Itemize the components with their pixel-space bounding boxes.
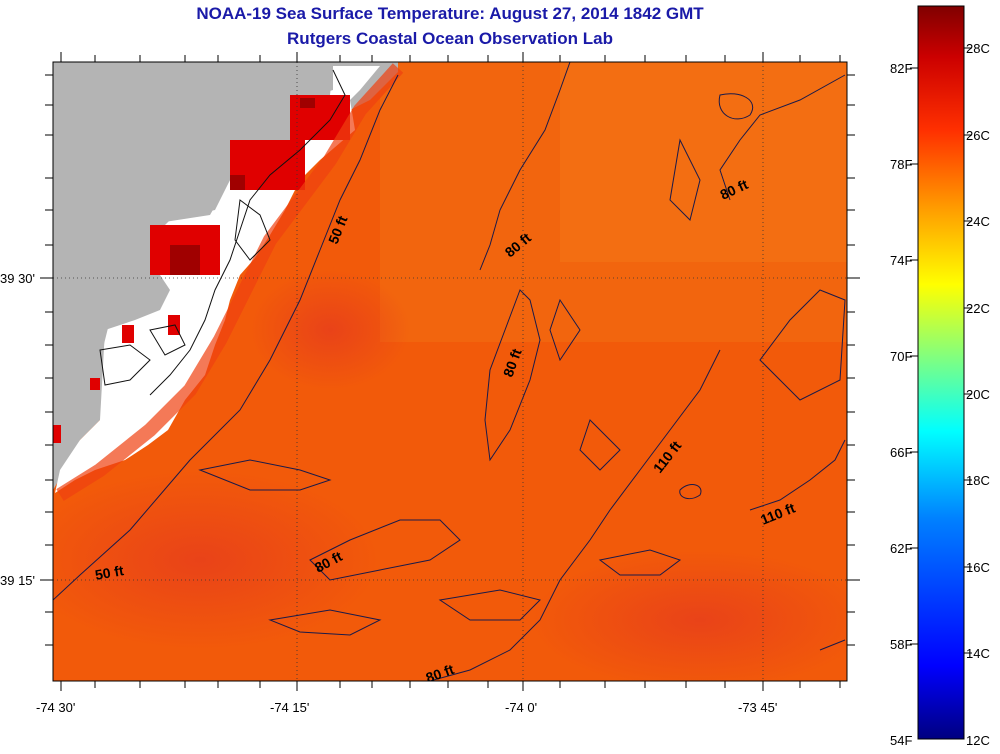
bathymetry-contours bbox=[53, 62, 846, 681]
colorbar-label-14c: 14C bbox=[966, 646, 990, 661]
colorbar-label-66f: 66F bbox=[890, 445, 912, 460]
land-barrier-fill bbox=[53, 62, 333, 470]
contour-label-50ft-south: 50 ft bbox=[94, 562, 125, 583]
colorbar-label-58f: 58F bbox=[890, 637, 912, 652]
coastline-details bbox=[99, 69, 346, 396]
colorbar-gradient bbox=[917, 5, 965, 740]
latitude-ticks bbox=[40, 74, 860, 646]
map-frame bbox=[52, 61, 848, 682]
longitude-label-74-0: -74 0' bbox=[505, 700, 537, 715]
coastal-warm-band bbox=[56, 63, 404, 501]
ocean-patch bbox=[250, 270, 410, 390]
colorbar-label-78f: 78F bbox=[890, 157, 912, 172]
longitude-label-74-15: -74 15' bbox=[270, 700, 309, 715]
colorbar-label-24c: 24C bbox=[966, 214, 990, 229]
colorbar-label-26c: 26C bbox=[966, 128, 990, 143]
colorbar-label-22c: 22C bbox=[966, 301, 990, 316]
colorbar-ticks bbox=[910, 47, 972, 654]
colorbar-label-82f: 82F bbox=[890, 61, 912, 76]
ocean-patch bbox=[530, 550, 847, 681]
colorbar-label-70f: 70F bbox=[890, 349, 912, 364]
map-subtitle: Rutgers Coastal Ocean Observation Lab bbox=[287, 29, 613, 48]
ocean-patch bbox=[560, 62, 847, 262]
colorbar-label-74f: 74F bbox=[890, 253, 912, 268]
colorbar-label-28c: 28C bbox=[966, 41, 990, 56]
graticule bbox=[53, 62, 847, 681]
map-title: NOAA-19 Sea Surface Temperature: August … bbox=[196, 4, 704, 23]
latitude-label-39-30: 39 30' bbox=[0, 271, 35, 286]
longitude-ticks bbox=[60, 52, 841, 691]
colorbar-label-16c: 16C bbox=[966, 560, 990, 575]
colorbar-label-18c: 18C bbox=[966, 473, 990, 488]
colorbar-label-20c: 20C bbox=[966, 387, 990, 402]
colorbar-label-62f: 62F bbox=[890, 541, 912, 556]
ocean-patch bbox=[53, 470, 380, 650]
hot-bay-patches bbox=[170, 98, 315, 275]
longitude-label-74-30: -74 30' bbox=[36, 700, 75, 715]
longitude-label-73-45: -73 45' bbox=[738, 700, 777, 715]
map-panel: 50 ft 50 ft 80 ft 80 ft 80 ft 80 ft 80 f… bbox=[53, 62, 847, 681]
latitude-label-39-15: 39 15' bbox=[0, 573, 35, 588]
colorbar-label-54f: 54F bbox=[890, 733, 912, 748]
colorbar: 82F 78F 74F 70F 66F 62F 58F 54F 28C 26C … bbox=[890, 5, 990, 748]
colorbar-label-12c: 12C bbox=[966, 733, 990, 748]
